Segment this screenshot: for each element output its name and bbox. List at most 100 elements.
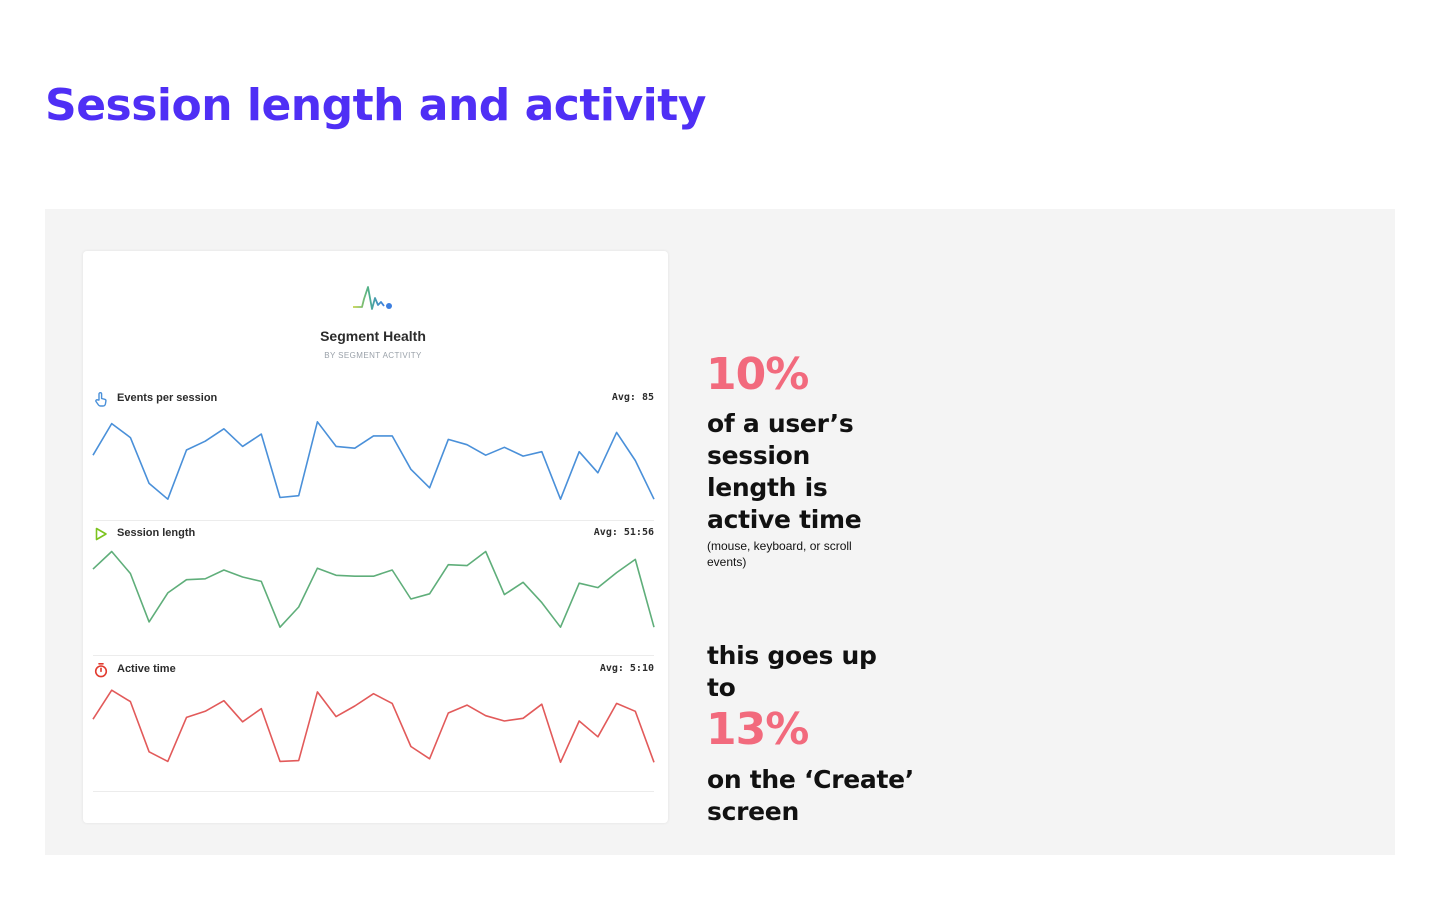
stat-caption-line: screen [707,797,799,826]
content-panel: Segment Health BY SEGMENT ACTIVITY Event… [45,209,1395,855]
stat-caption-line: of a user’s [707,409,854,438]
data-point [597,472,599,474]
data-point [298,606,300,608]
section-average: Avg: 5:10 [599,663,654,674]
stat-note: (mouse, keyboard, or scroll events) [707,539,852,569]
data-point [279,760,281,762]
data-point [223,700,225,702]
stat-caption-line: session [707,441,811,470]
divider [93,655,654,656]
stat-percent-10: 10% [706,349,809,400]
series-line [92,689,655,764]
data-point [541,451,543,453]
stat-caption: on the ‘Create’ screen [707,764,914,828]
page-title: Session length and activity [45,80,706,131]
stat-caption-line: to [707,673,736,702]
data-point [447,564,449,566]
session-length-chart [92,550,655,628]
card-subtitle: BY SEGMENT ACTIVITY [324,351,422,360]
data-point [503,446,505,448]
data-point [111,550,113,552]
data-point [522,455,524,457]
data-point [241,721,243,723]
data-point [597,586,599,588]
data-point [428,758,430,760]
stat-caption-line: this goes up [707,641,877,670]
data-point [241,445,243,447]
data-point [354,447,356,449]
data-point [148,751,150,753]
data-point [92,568,94,570]
data-point [316,691,318,693]
stat-caption: of a user’s session length is active tim… [707,408,862,536]
section-average: Avg: 85 [611,392,654,403]
data-point [522,581,524,583]
data-point [391,435,393,437]
data-point [92,454,94,456]
data-point [391,702,393,704]
data-point [447,438,449,440]
data-point [503,593,505,595]
data-point [634,710,636,712]
data-point [541,703,543,705]
data-point [167,592,169,594]
data-point [204,578,206,580]
stat-caption: this goes up to [707,640,877,704]
data-point [316,421,318,423]
data-point [279,626,281,628]
stopwatch-icon [94,662,108,678]
data-point [260,580,262,582]
data-point [634,459,636,461]
data-point [241,576,243,578]
data-point [485,454,487,456]
section-label: Events per session [117,392,218,404]
data-point [559,626,561,628]
data-point [447,712,449,714]
section-label: Active time [117,663,176,675]
data-point [541,601,543,603]
events-per-session-chart [92,421,655,500]
data-point [391,569,393,571]
data-point [111,422,113,424]
data-point [615,431,617,433]
data-point [615,702,617,704]
data-point [298,495,300,497]
data-point [148,482,150,484]
stat-percent-13: 13% [706,704,809,755]
events-per-session-section: Events per session Avg: 85 [92,391,655,521]
data-point [372,435,374,437]
stat-caption-line: length is [707,473,828,502]
data-point [316,567,318,569]
data-point [335,715,337,717]
session-length-section: Session length Avg: 51:56 [92,526,655,656]
data-point [372,693,374,695]
data-point [485,715,487,717]
data-point [279,496,281,498]
data-point [148,621,150,623]
data-point [410,598,412,600]
data-point [185,579,187,581]
data-point [260,433,262,435]
data-point [578,582,580,584]
data-point [204,440,206,442]
data-point [653,626,655,628]
data-point [167,760,169,762]
data-point [466,444,468,446]
series-line [92,550,655,628]
series-line [92,421,655,500]
data-point [466,564,468,566]
data-point [578,720,580,722]
data-point [653,498,655,500]
data-point [223,428,225,430]
data-point [559,761,561,763]
data-point [503,720,505,722]
data-point [260,707,262,709]
section-average: Avg: 51:56 [593,527,654,538]
pulse-logo-icon [353,286,392,310]
active-time-section: Active time Avg: 5:10 [92,662,655,792]
data-point [354,575,356,577]
play-icon [95,527,107,541]
data-point [372,575,374,577]
data-point [223,569,225,571]
data-point [597,736,599,738]
